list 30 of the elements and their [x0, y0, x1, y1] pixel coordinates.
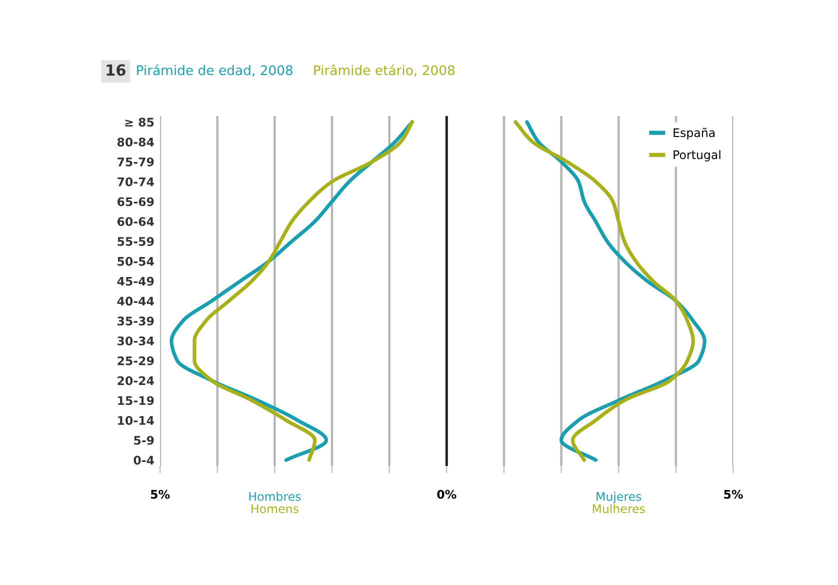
text: Hombres	[249, 492, 301, 501]
x-tick-label: 5%	[150, 490, 170, 499]
y-tick-label: 75-79	[118, 157, 154, 166]
y-tick-label: 20-24	[118, 376, 154, 386]
y-tick-label: ≥ 85	[125, 118, 154, 127]
text: Mujeres	[596, 492, 642, 504]
text: 16	[106, 64, 126, 76]
y-tick-label: 15-19	[118, 396, 154, 406]
y-tick-label: 40-44	[117, 296, 154, 306]
text: Homens	[252, 504, 298, 514]
legend-label: Portugal	[674, 150, 720, 162]
y-tick-label: 45-49	[117, 276, 154, 286]
y-tick-label: 50-54	[118, 256, 154, 266]
y-tick-label: 70-74	[118, 177, 154, 186]
x-tick-label: 5%	[724, 490, 743, 499]
y-tick-label: 80-84	[117, 138, 154, 147]
x-tick-label: 0%	[437, 490, 456, 499]
y-tick-label: 25-29	[118, 356, 154, 366]
y-tick-label: 0-4	[134, 456, 154, 465]
legend-label: España	[674, 128, 715, 140]
y-tick-label: 60-64	[117, 217, 154, 226]
text: Mulheres	[592, 504, 645, 514]
y-tick-label: 5-9	[134, 436, 154, 445]
y-tick-label: 30-34	[118, 336, 154, 346]
chart-subtitle: Pirâmide etário, 2008	[314, 64, 455, 77]
y-tick-label: 55-59	[118, 237, 154, 246]
chart-title: Pirámide de edad, 2008	[137, 64, 293, 77]
y-tick-label: 65-69	[117, 197, 154, 206]
y-tick-label: 35-39	[118, 316, 154, 326]
y-tick-label: 10-14	[118, 416, 154, 425]
